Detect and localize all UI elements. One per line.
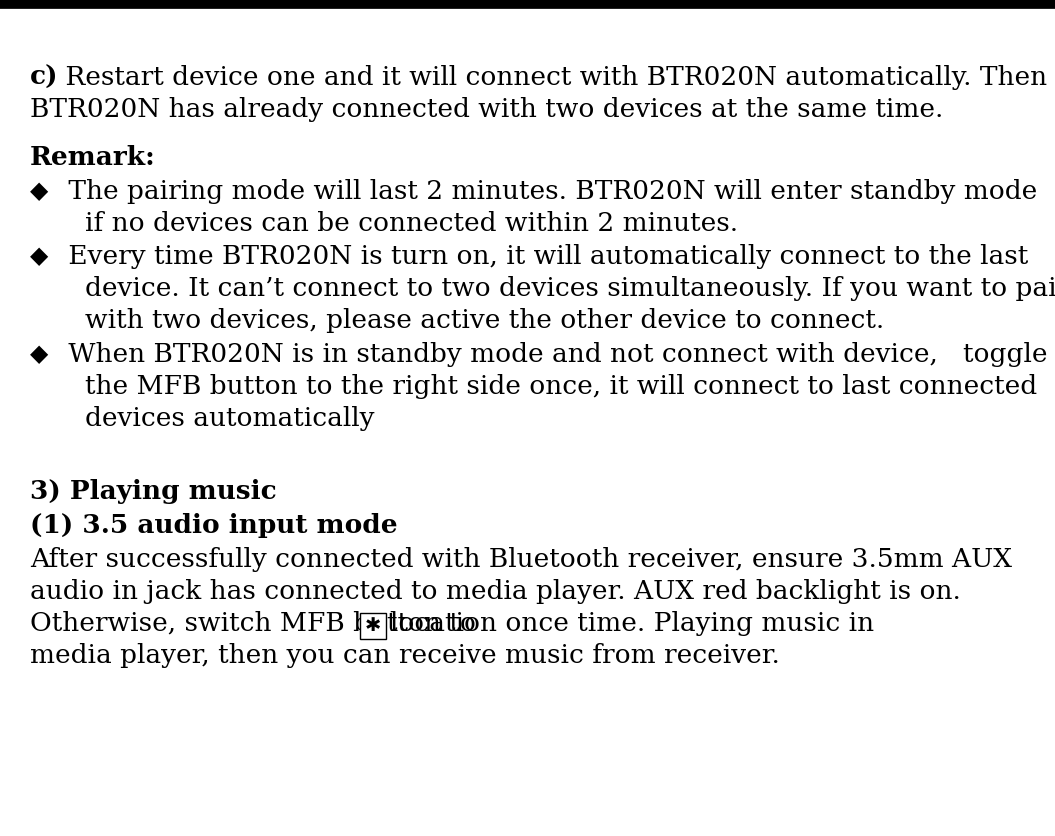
Text: ◆: ◆	[30, 342, 49, 366]
Text: ◆: ◆	[30, 179, 49, 202]
Text: The pairing mode will last 2 minutes. BTR020N will enter standby mode: The pairing mode will last 2 minutes. BT…	[60, 179, 1037, 204]
Text: media player, then you can receive music from receiver.: media player, then you can receive music…	[30, 643, 780, 668]
Text: 3) Playing music: 3) Playing music	[30, 479, 276, 504]
Text: the MFB button to the right side once, it will connect to last connected: the MFB button to the right side once, i…	[85, 374, 1037, 399]
Text: audio in jack has connected to media player. AUX red backlight is on.: audio in jack has connected to media pla…	[30, 579, 961, 604]
Text: Otherwise, switch MFB button to: Otherwise, switch MFB button to	[30, 610, 484, 635]
Text: (1) 3.5 audio input mode: (1) 3.5 audio input mode	[30, 513, 398, 538]
Text: Restart device one and it will connect with BTR020N automatically. Then: Restart device one and it will connect w…	[57, 65, 1048, 90]
Text: if no devices can be connected within 2 minutes.: if no devices can be connected within 2 …	[85, 211, 738, 236]
Text: ✱: ✱	[365, 616, 381, 635]
Text: Remark:: Remark:	[30, 145, 156, 170]
Text: When BTR020N is in standby mode and not connect with device,   toggle: When BTR020N is in standby mode and not …	[60, 342, 1048, 367]
Text: location once time. Playing music in: location once time. Playing music in	[390, 610, 875, 635]
Text: device. It can’t connect to two devices simultaneously. If you want to pair: device. It can’t connect to two devices …	[85, 276, 1055, 301]
Text: BTR020N has already connected with two devices at the same time.: BTR020N has already connected with two d…	[30, 97, 943, 122]
Text: with two devices, please active the other device to connect.: with two devices, please active the othe…	[85, 308, 884, 334]
Text: c): c)	[30, 65, 58, 90]
Text: After successfully connected with Bluetooth receiver, ensure 3.5mm AUX: After successfully connected with Blueto…	[30, 547, 1012, 572]
Text: ◆: ◆	[30, 244, 49, 268]
Text: Every time BTR020N is turn on, it will automatically connect to the last: Every time BTR020N is turn on, it will a…	[60, 244, 1029, 269]
FancyBboxPatch shape	[360, 613, 386, 639]
Text: devices automatically: devices automatically	[85, 405, 375, 431]
